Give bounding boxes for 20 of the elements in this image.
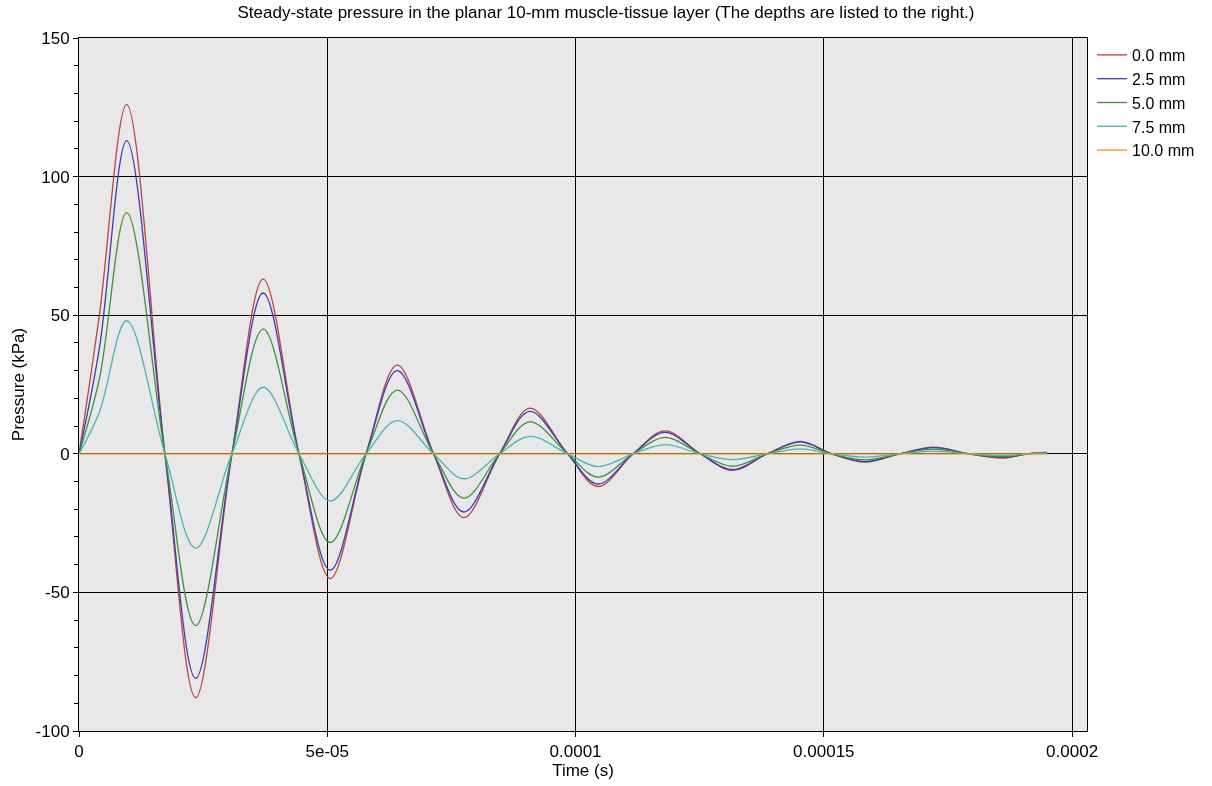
x-axis-title: Time (s) — [552, 761, 614, 781]
line-series — [79, 211, 1048, 627]
y-tick-label: 100 — [41, 167, 70, 187]
y-tick-label: 50 — [50, 306, 70, 326]
x-tick-label: 5e-05 — [305, 742, 350, 762]
x-tick-label: 0.0002 — [1046, 742, 1099, 762]
y-tick-label: 0 — [60, 444, 70, 464]
y-tick-label: -100 — [35, 721, 70, 741]
legend-label: 5.0 mm — [1132, 94, 1186, 112]
legend-label: 2.5 mm — [1132, 70, 1186, 88]
y-axis-title: Pressure (kPa) — [9, 327, 29, 442]
legend-label: 7.5 mm — [1132, 118, 1186, 136]
x-tick-label: 0 — [74, 742, 84, 762]
y-tick-label: 150 — [41, 28, 70, 48]
x-tick-label: 0.0001 — [549, 742, 602, 762]
legend-label: 0.0 mm — [1132, 47, 1186, 65]
x-tick-label: 0.00015 — [793, 742, 855, 762]
y-tick-label: -50 — [45, 583, 70, 603]
chart-title: Steady-state pressure in the planar 10-mm muscle-tissue layer (The depths are listed to the right.) — [237, 3, 975, 23]
legend-label: 10.0 mm — [1132, 142, 1195, 160]
